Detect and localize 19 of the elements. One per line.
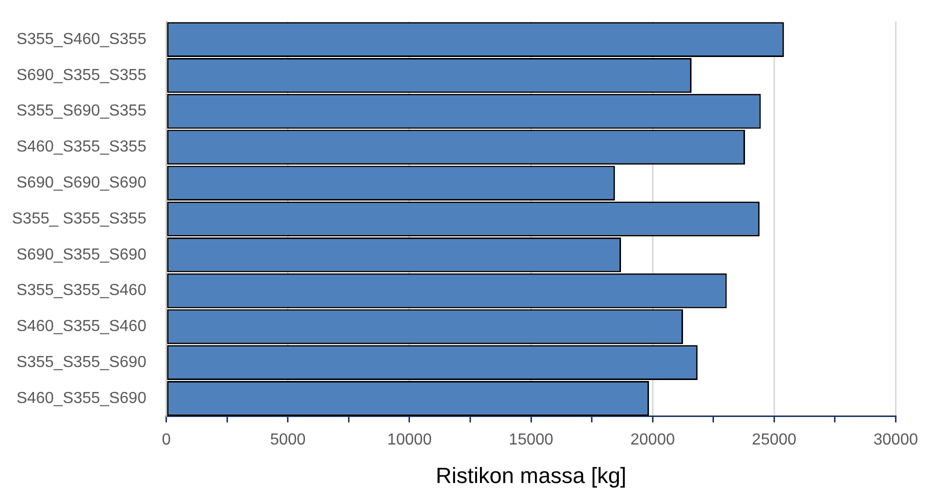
x-axis-title: Ristikon massa [kg] (436, 462, 626, 488)
x-tick-label: 25000 (752, 431, 797, 448)
y-tick-label: S355_S355_S690 (16, 354, 146, 371)
y-tick-label: S460_S355_S460 (16, 318, 146, 336)
x-tick-label: 15000 (508, 431, 554, 448)
x-tick-label: 10000 (387, 431, 432, 448)
y-tick-label: S355_ S355_S355 (12, 210, 146, 228)
y-tick-label: S460_S355_S690 (16, 390, 146, 407)
y-tick-label: S690_S355_S355 (16, 66, 146, 84)
y-tick-label: S690_S355_S690 (16, 246, 146, 264)
x-tick-label: 30000 (874, 431, 918, 448)
y-tick-label: S355_S460_S355 (16, 30, 146, 48)
y-tick-label: S355_S690_S355 (16, 102, 146, 120)
y-tick-label: S690_S690_S690 (16, 174, 146, 192)
y-tick-label: S355_S355_S460 (16, 282, 146, 300)
x-tick-label: 20000 (630, 431, 675, 448)
y-tick-label: S460_S355_S355 (16, 138, 146, 156)
x-tick-label: 0 (162, 431, 171, 448)
x-tick-label: 5000 (270, 431, 306, 448)
